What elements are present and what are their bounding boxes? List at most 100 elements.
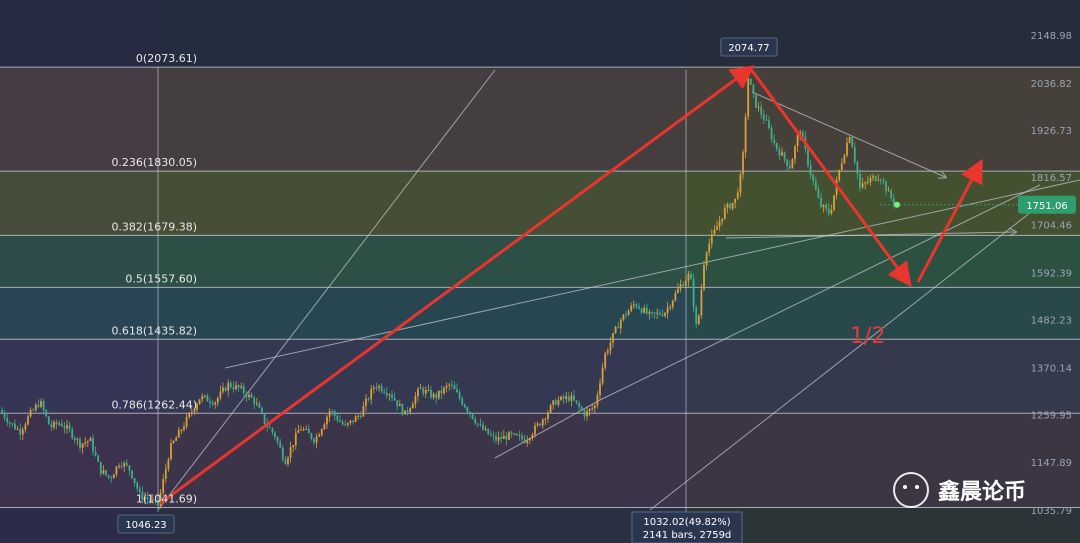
candle-body: [778, 149, 781, 156]
candle-body: [583, 410, 586, 417]
candle-body: [125, 463, 128, 466]
candle-body: [112, 474, 115, 479]
candle-body: [432, 394, 435, 398]
candle-body: [801, 132, 804, 137]
candle-body: [94, 451, 97, 456]
candle-body: [354, 416, 357, 422]
candle-body: [268, 426, 271, 429]
candle-body: [11, 423, 14, 425]
candle-body: [838, 169, 841, 181]
candle-body: [697, 315, 700, 324]
candle-body: [788, 165, 791, 169]
candle-body: [469, 411, 471, 415]
candle-body: [42, 401, 45, 410]
arrow-up-main: [159, 65, 755, 505]
candle-body: [536, 423, 539, 426]
candle-body: [710, 234, 713, 244]
candle-body: [237, 385, 240, 388]
candle-body: [328, 411, 331, 417]
candle-body: [489, 434, 492, 436]
candle-body: [666, 307, 669, 314]
candle-body: [138, 488, 141, 492]
candle-body: [497, 436, 500, 441]
candle-body: [378, 386, 380, 388]
candle-body: [458, 392, 461, 399]
candle-body: [320, 429, 323, 435]
candle-body: [154, 499, 157, 501]
candle-body: [528, 438, 531, 441]
candle-body: [37, 404, 40, 407]
candle-body: [341, 421, 344, 425]
candle-body: [757, 106, 760, 108]
wechat-icon-eye-left: [903, 485, 907, 489]
candle-body: [131, 470, 133, 479]
candle-body: [86, 441, 89, 443]
candle-body: [853, 147, 856, 162]
candle-body: [289, 447, 292, 458]
candle-body: [73, 437, 76, 440]
candle-body: [245, 393, 248, 398]
candle-body: [601, 367, 604, 384]
candle-body: [175, 437, 178, 441]
y-tick-5: 1592.39: [1031, 268, 1072, 279]
candle-body: [502, 435, 505, 439]
y-tick-4: 1704.46: [1031, 221, 1072, 232]
candle-body: [809, 165, 812, 175]
candle-body: [76, 439, 79, 441]
y-tick-10: 1035.79: [1031, 506, 1072, 517]
watermark-text: 鑫晨论币: [938, 479, 1026, 505]
candle-body: [219, 391, 222, 398]
candle-body: [521, 435, 523, 440]
candle-body: [510, 432, 513, 434]
candle-body: [55, 421, 58, 425]
candle-body: [110, 477, 113, 479]
candle-body: [185, 417, 188, 427]
candle-body: [84, 442, 87, 444]
candle-body: [232, 387, 235, 389]
candle-body: [500, 436, 503, 439]
candle-body: [755, 93, 757, 108]
candle-body: [81, 443, 84, 448]
candle-body: [388, 394, 391, 396]
candle-body: [92, 438, 94, 452]
candle-body: [89, 438, 92, 442]
candle-body: [411, 404, 414, 409]
candle-body: [830, 210, 833, 214]
candle-body: [716, 226, 718, 230]
candle-body: [456, 389, 458, 393]
candle-body: [385, 392, 388, 395]
candle-body: [476, 423, 479, 425]
candle-body: [677, 288, 679, 293]
candle-body: [682, 284, 685, 286]
candle-body: [203, 395, 206, 397]
candle-body: [708, 243, 711, 253]
candle-body: [614, 326, 617, 334]
candle-body: [656, 312, 659, 314]
low-label-box: [117, 514, 175, 534]
candle-body: [141, 491, 144, 500]
candle-body: [658, 312, 661, 315]
candle-body: [791, 159, 794, 169]
candle-body: [294, 432, 297, 446]
candle-body: [435, 394, 438, 399]
candle-body: [671, 300, 674, 307]
candle-body: [404, 410, 406, 415]
candle-body: [882, 180, 885, 182]
candle-body: [375, 387, 378, 389]
candle-body: [547, 412, 549, 419]
candle-body: [635, 304, 638, 307]
candle-body: [575, 400, 578, 403]
candle-body: [417, 388, 419, 397]
candle-body: [281, 447, 284, 460]
candle-body: [209, 401, 211, 403]
candle-body: [393, 397, 396, 401]
candle-body: [370, 388, 373, 400]
candle-body: [123, 463, 126, 467]
fib-label-1: 0.236(1830.05): [111, 156, 197, 169]
measure-box: [631, 511, 743, 543]
candle-body: [846, 142, 848, 156]
candle-body: [541, 419, 544, 426]
candle-body: [128, 465, 131, 471]
y-tick-6: 1482.23: [1031, 316, 1072, 327]
